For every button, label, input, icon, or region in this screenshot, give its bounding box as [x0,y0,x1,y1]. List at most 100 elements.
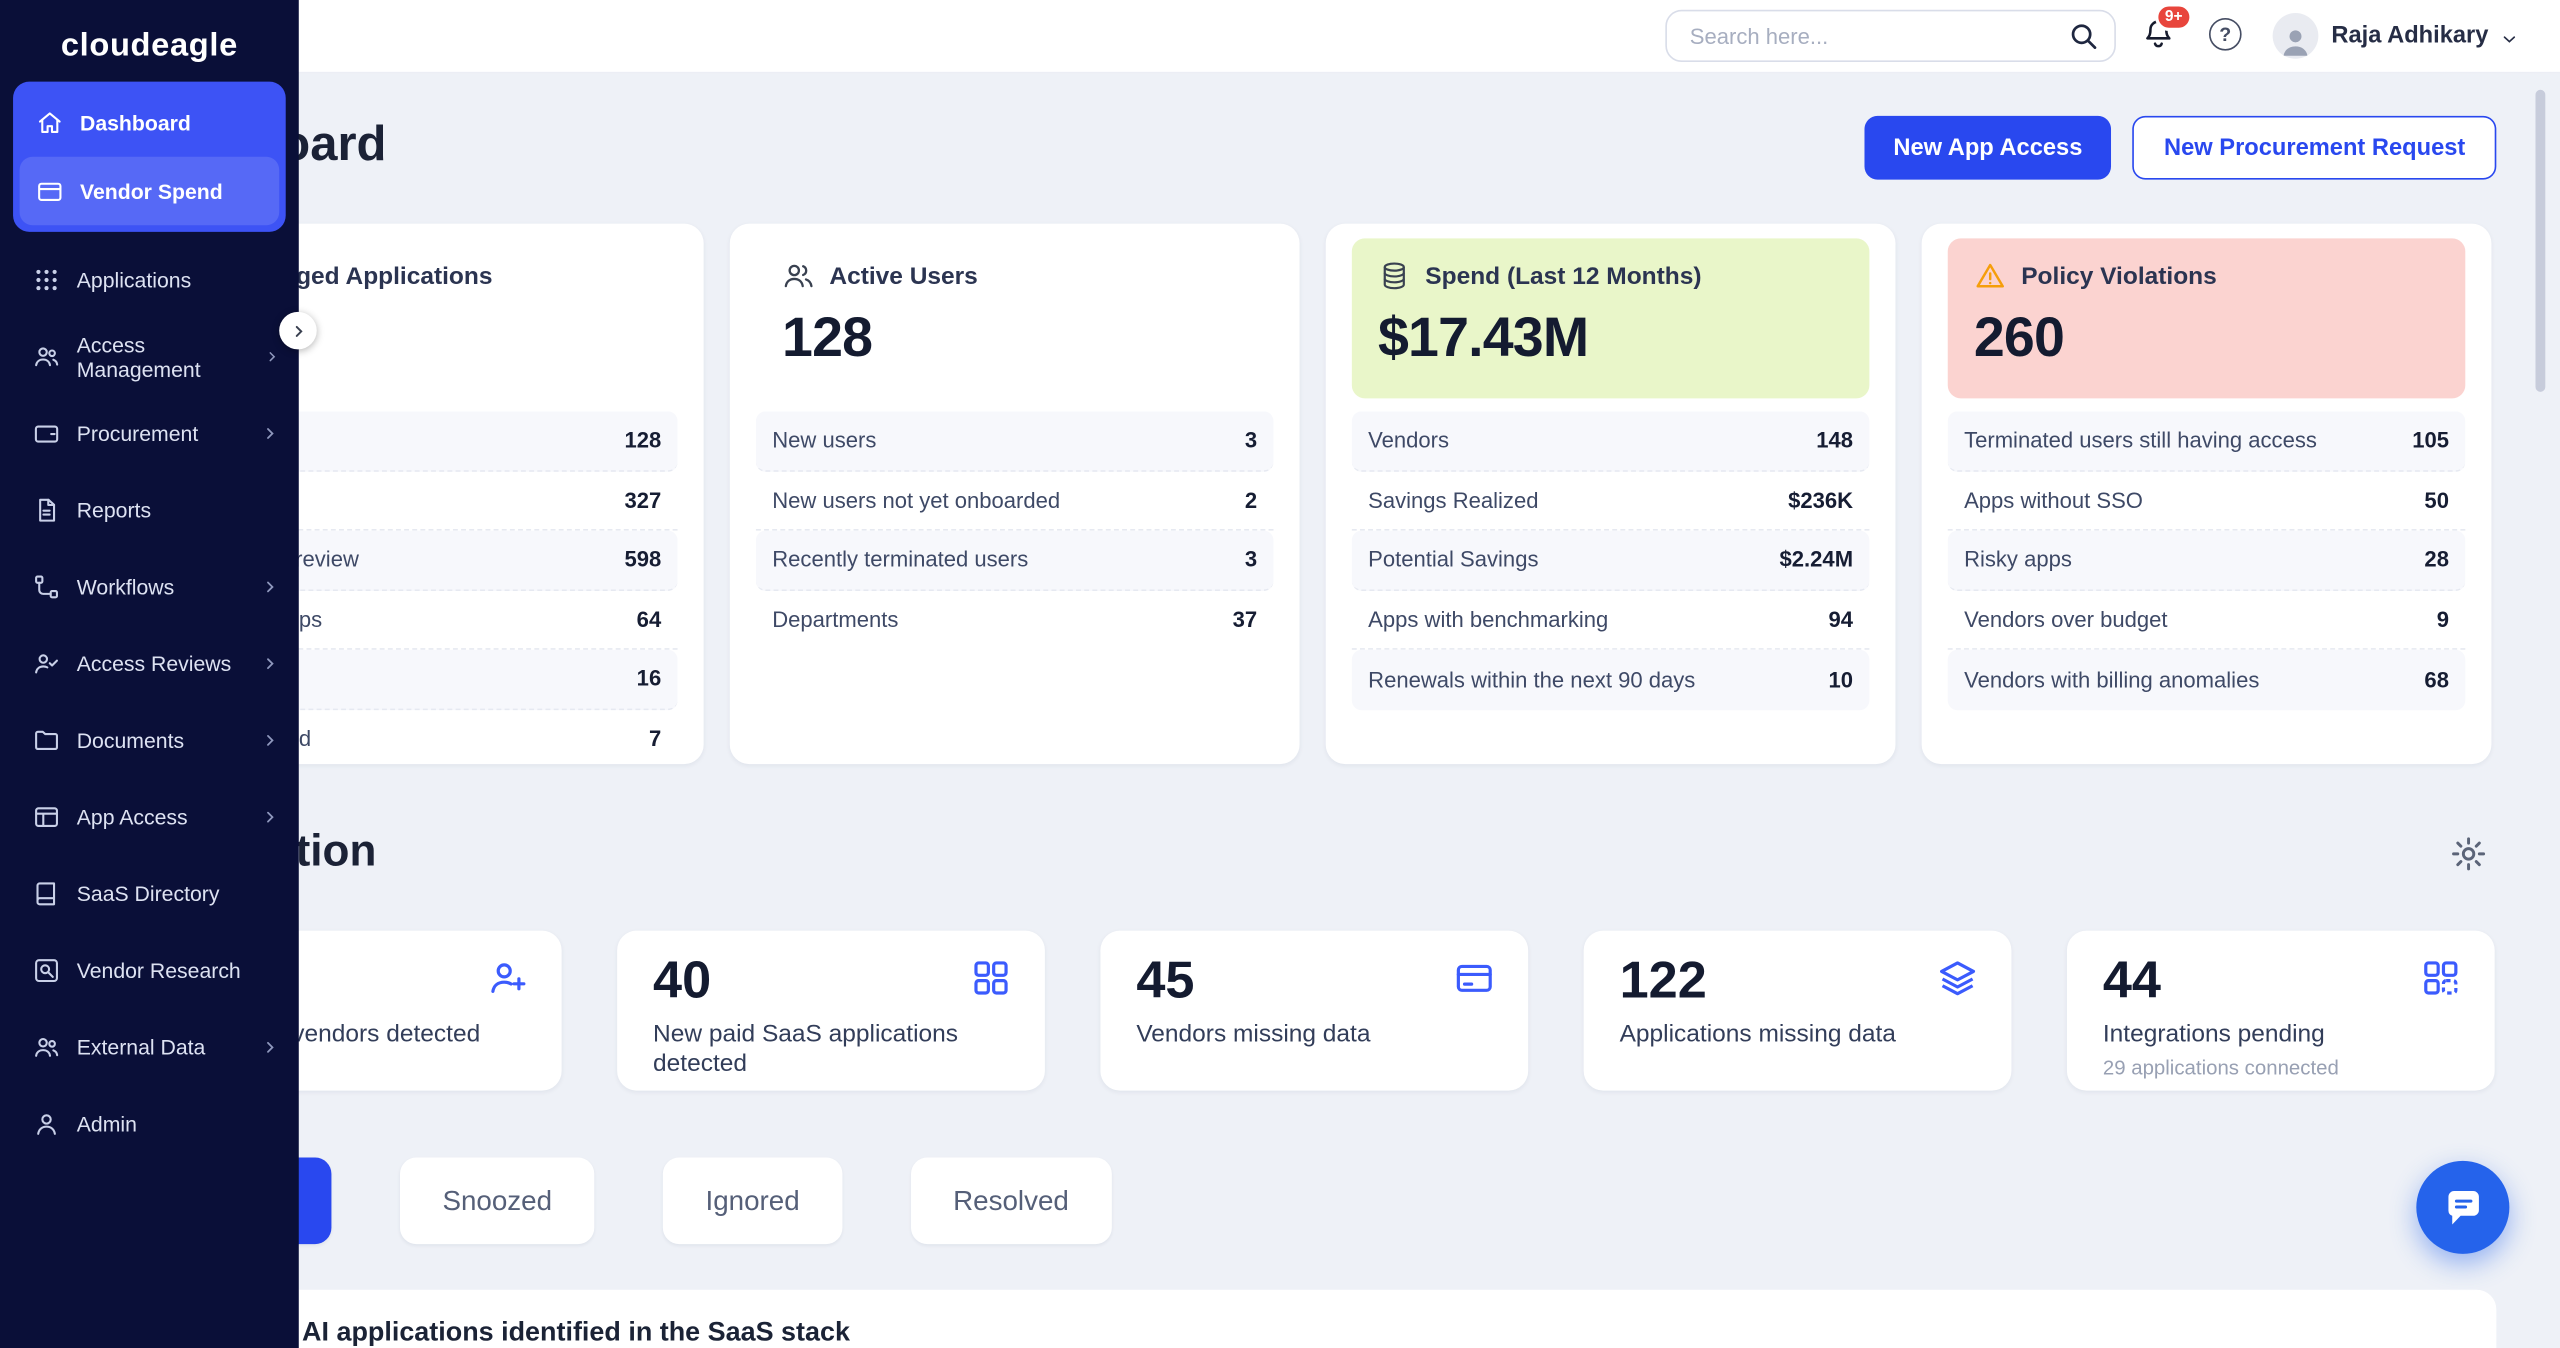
search-icon[interactable] [2067,20,2100,53]
applications-missing-data-card[interactable]: 122 Applications missing data [1583,930,2012,1091]
stat-number: 40 [653,950,712,1009]
stat-label: Applications missing data [1619,1020,1896,1049]
chat-button[interactable] [2416,1160,2510,1254]
sidebar-item-label: App Access [76,804,188,830]
sidebar-item-saas-directory[interactable]: SaaS Directory [0,856,299,933]
integration-icon [2420,957,2462,999]
user-name[interactable]: Raja Adhikary [2331,22,2489,49]
row-value: 9 [2436,606,2449,632]
sidebar-item-app-access[interactable]: App Access [0,779,299,856]
row-value: 16 [636,666,662,692]
active-users-card: Active Users 128 New users 3 New users no… [729,223,1300,765]
cloudeagle-logo: cloudeagle [60,27,238,64]
chevron-down-icon[interactable] [2500,28,2520,48]
chevron-right-icon [261,578,279,596]
scrollbar[interactable] [2535,89,2546,392]
row-label: Vendors [1368,428,1450,453]
recommendation-list-heading[interactable]: AI applications identified in the SaaS s… [302,1317,850,1347]
stat-number: 45 [1136,950,1195,1009]
sidebar-item-label: Workflows [76,574,175,600]
user-plus-icon [487,957,529,999]
sidebar-item-documents[interactable]: Documents [0,702,299,779]
notification-badge: 9+ [2155,3,2193,32]
row-value: 64 [636,606,662,632]
sidebar-item-label: Admin [76,1111,137,1137]
stat-label: Integrations pending [2102,1020,2325,1049]
row-value: $2.24M [1779,547,1854,572]
sidebar-item-procurement[interactable]: Procurement [0,395,299,472]
tab-snoozed[interactable]: Snoozed [399,1157,595,1245]
sidebar-item-label: Access Reviews [76,651,232,676]
notifications-bell-icon[interactable]: 9+ [2140,3,2193,52]
tab-ignored[interactable]: Ignored [663,1157,843,1245]
sidebar-item-label: Dashboard [79,110,191,135]
table-row: Renewals within the next 90 days 10 [1351,649,1870,710]
row-value: 2 [1244,487,1258,513]
sidebar-menu: Applications Access Management Procureme… [0,242,299,1163]
row-value: 37 [1232,607,1258,633]
sidebar-item-label: SaaS Directory [76,881,220,907]
sidebar-item-vendor-research[interactable]: Vendor Research [0,932,299,1009]
app-window-icon [33,803,61,831]
sidebar-collapse-button[interactable] [279,311,317,350]
row-value: 68 [2424,667,2449,692]
new-procurement-request-button[interactable]: New Procurement Request [2133,115,2497,180]
chevron-right-icon [261,731,279,749]
table-row: Vendors 148 [1351,411,1870,472]
row-value: 7 [648,726,662,752]
stat-label: New paid SaaS applications detected [653,1020,959,1079]
chevron-right-icon [261,1038,279,1056]
table-row: Apps with benchmarking 94 [1351,590,1870,650]
sidebar-active-group: Dashboard Vendor Spend [13,81,286,232]
new-paid-apps-card[interactable]: 40 New paid SaaS applications detected [617,930,1045,1091]
sidebar-item-label: Reports [76,497,152,523]
gear-icon[interactable] [2449,834,2488,873]
sidebar-item-access-management[interactable]: Access Management [0,318,299,395]
sidebar-item-access-reviews[interactable]: Access Reviews [0,625,299,702]
grid-icon [970,957,1012,999]
row-value: 148 [1816,428,1854,453]
sidebar-item-workflows[interactable]: Workflows [0,549,299,626]
card-title: Spend (Last 12 Months) [1425,262,1702,290]
row-value: $236K [1788,487,1854,513]
users-icon [782,260,815,293]
table-row: Recently terminated users 3 [755,530,1274,591]
user-icon [33,1110,61,1138]
help-icon[interactable]: ? [2208,17,2242,51]
tab-resolved[interactable]: Resolved [910,1157,1112,1245]
sidebar-item-dashboard[interactable]: Dashboard [20,88,280,157]
stat-number: 44 [2102,950,2161,1009]
sidebar-item-applications[interactable]: Applications [0,242,299,319]
report-icon [33,496,61,524]
sidebar-item-reports[interactable]: Reports [0,472,299,549]
sidebar-item-admin[interactable]: Admin [0,1086,299,1163]
card-icon [1453,957,1495,999]
search-input[interactable] [1665,9,2116,63]
chat-icon [2447,1190,2479,1224]
topbar: 9+ ? Raja Adhikary [0,0,2560,74]
card-big-value: 128 [782,306,873,369]
users-icon [33,343,61,371]
chevron-right-icon [264,348,279,366]
row-value: 50 [2424,487,2449,513]
sidebar-item-label: Applications [76,267,192,293]
integrations-pending-card[interactable]: 44 Integrations pending 29 applications … [2066,930,2495,1091]
sidebar-item-external-data[interactable]: External Data [0,1009,299,1086]
row-label: Apps with benchmarking [1368,606,1609,632]
warning-icon [1974,260,2007,293]
row-label: Terminated users still having access [1964,428,2317,453]
vendors-missing-data-card[interactable]: 45 Vendors missing data [1100,930,1529,1091]
row-label: Savings Realized [1368,487,1539,513]
sidebar-item-vendor-spend[interactable]: Vendor Spend [19,156,280,226]
chevron-right-icon [261,655,279,673]
recommendation-stat-cards: New SaaS vendors detected 40 New paid Sa… [133,930,2495,1091]
row-value: 28 [2424,547,2449,572]
wallet-icon [33,420,61,448]
new-app-access-button[interactable]: New App Access [1863,115,2112,180]
table-row: Savings Realized $236K [1351,471,1870,531]
stat-number: 122 [1619,950,1707,1009]
avatar[interactable] [2272,13,2319,59]
page-actions: New App Access New Procurement Request [1863,115,2497,180]
grid-dots-icon [33,266,61,294]
card-title: Policy Violations [2021,262,2217,290]
